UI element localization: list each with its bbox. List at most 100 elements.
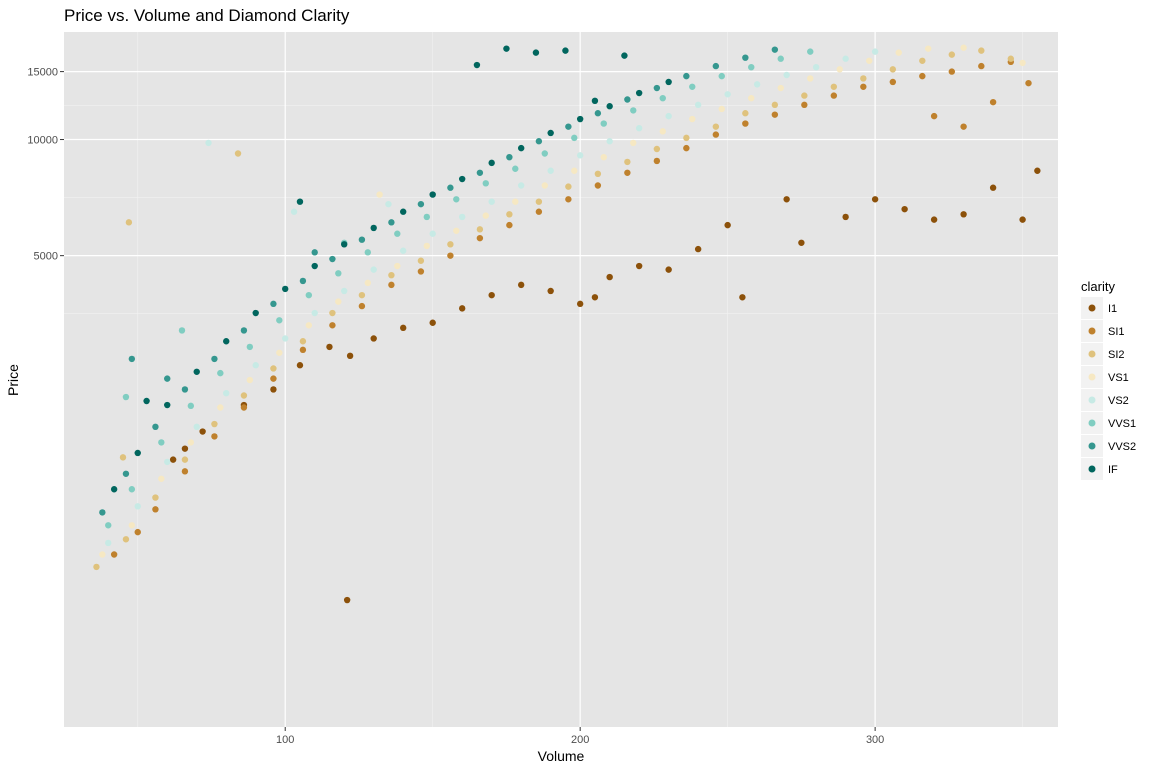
data-point-vvs1 — [718, 72, 725, 80]
data-point-vvs2 — [417, 200, 425, 208]
data-point-i1 — [517, 281, 525, 289]
data-point-si2 — [152, 494, 159, 501]
data-point-si2 — [417, 257, 425, 264]
data-point-vs2 — [724, 91, 731, 98]
data-point-si1 — [801, 101, 808, 109]
data-point-si2 — [565, 183, 572, 190]
data-point-si2 — [93, 563, 100, 571]
data-point-if — [517, 144, 525, 152]
data-point-if — [473, 61, 481, 69]
data-point-vs1 — [482, 212, 489, 219]
data-point-vvs1 — [178, 327, 186, 334]
data-point-vs2 — [665, 112, 672, 120]
data-point-vvs1 — [541, 150, 548, 157]
data-point-si2 — [624, 158, 631, 166]
data-point-vs2 — [635, 124, 643, 132]
data-point-i1 — [871, 196, 879, 203]
data-point-vs2 — [134, 503, 141, 510]
data-point-if — [429, 191, 436, 198]
data-point-i1 — [488, 291, 495, 299]
data-point-vvs2 — [742, 54, 749, 61]
data-point-si2 — [653, 145, 661, 153]
x-tick-label: 300 — [866, 734, 884, 746]
data-point-vvs2 — [388, 219, 395, 226]
data-point-vs2 — [282, 335, 289, 342]
data-point-i1 — [739, 294, 746, 301]
data-point-vvs2 — [122, 470, 130, 477]
data-point-vs2 — [812, 63, 820, 71]
legend-label-vvs1: VVS1 — [1108, 418, 1136, 430]
data-point-i1 — [181, 445, 189, 452]
data-points — [93, 44, 1041, 604]
data-point-vvs1 — [246, 343, 254, 351]
legend-label-vs2: VS2 — [1108, 395, 1129, 407]
data-point-si1 — [358, 302, 366, 310]
data-point-vvs1 — [659, 94, 666, 102]
data-point-si1 — [653, 157, 661, 165]
data-point-i1 — [783, 196, 790, 203]
data-point-vvs1 — [305, 291, 313, 299]
data-point-vs2 — [164, 458, 171, 466]
data-point-vs2 — [399, 247, 407, 254]
data-point-vs2 — [341, 287, 348, 295]
data-point-i1 — [989, 184, 997, 191]
data-point-i1 — [665, 266, 672, 273]
legend-swatch-vs2 — [1088, 396, 1096, 404]
data-point-si1 — [447, 252, 454, 259]
data-point-vs1 — [394, 262, 401, 270]
data-point-vs1 — [453, 227, 460, 234]
data-point-vs1 — [777, 84, 784, 92]
data-point-if — [341, 241, 348, 248]
legend-swatch-vvs2 — [1088, 442, 1096, 450]
plot-panel — [64, 32, 1058, 727]
data-point-vvs1 — [276, 317, 283, 324]
data-point-vs2 — [458, 213, 466, 221]
data-point-si2 — [860, 75, 867, 82]
legend-title: clarity — [1081, 279, 1115, 294]
data-point-vs2 — [606, 138, 613, 145]
data-point-vvs2 — [181, 386, 189, 393]
data-point-vs1 — [364, 279, 372, 287]
data-point-si2 — [801, 92, 808, 99]
data-point-si1 — [919, 72, 926, 80]
data-point-vs2 — [842, 55, 849, 62]
data-point-i1 — [458, 305, 466, 312]
data-point-vvs2 — [447, 184, 454, 191]
data-point-vvs1 — [105, 522, 112, 529]
data-point-vvs1 — [512, 165, 519, 172]
data-point-vvs1 — [187, 402, 195, 410]
data-point-si2 — [234, 150, 242, 157]
data-point-vvs2 — [270, 300, 277, 308]
data-point-vs1 — [866, 57, 873, 64]
data-point-si1 — [565, 196, 572, 203]
data-point-si1 — [683, 144, 690, 152]
data-point-i1 — [370, 335, 377, 342]
data-point-vs1 — [1019, 59, 1026, 67]
data-point-i1 — [606, 273, 613, 281]
legend-swatch-if — [1088, 465, 1096, 473]
data-point-vvs1 — [600, 120, 607, 127]
data-point-si1 — [860, 83, 867, 90]
data-point-vvs2 — [594, 110, 602, 117]
y-tick-label: 5000 — [34, 251, 58, 263]
data-point-vs1 — [335, 298, 342, 305]
data-point-i1 — [296, 362, 304, 369]
data-point-vvs2 — [99, 509, 106, 516]
data-point-si2 — [1007, 55, 1015, 62]
data-point-vs1 — [376, 191, 383, 198]
legend-swatch-vvs1 — [1088, 419, 1096, 427]
data-point-si1 — [978, 62, 985, 70]
data-point-vvs2 — [358, 236, 366, 243]
data-point-vs1 — [925, 45, 932, 52]
data-point-vvs2 — [624, 96, 631, 103]
data-point-if — [635, 89, 643, 97]
y-axis-title: Price — [5, 364, 21, 396]
data-point-vs1 — [718, 105, 725, 113]
data-point-si1 — [742, 120, 749, 127]
data-point-vs2 — [783, 71, 790, 79]
data-point-i1 — [343, 596, 351, 604]
data-point-i1 — [346, 352, 354, 360]
data-point-vs1 — [600, 153, 607, 161]
data-point-si2 — [683, 134, 690, 142]
y-tick-label: 15000 — [27, 67, 58, 79]
